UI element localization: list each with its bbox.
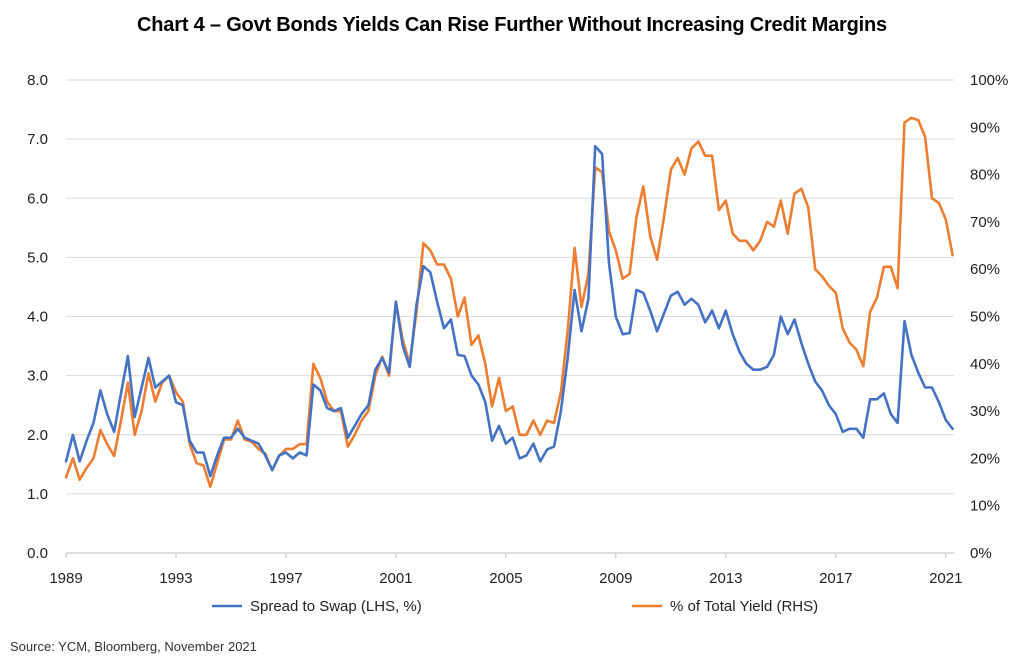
y-left-tick-label: 7.0 (27, 131, 48, 148)
x-tick-label: 2017 (819, 570, 852, 587)
y-left-tick-label: 2.0 (27, 427, 48, 444)
legend-label: % of Total Yield (RHS) (670, 598, 818, 615)
y-right-tick-label: 30% (970, 403, 1000, 420)
y-right-tick-label: 80% (970, 167, 1000, 184)
source-note: Source: YCM, Bloomberg, November 2021 (10, 639, 257, 654)
y-right-tick-label: 50% (970, 309, 1000, 326)
y-right-tick-label: 0% (970, 545, 992, 562)
y-left-tick-label: 3.0 (27, 368, 48, 385)
y-left-tick-label: 8.0 (27, 72, 48, 89)
series-line-spread-to-swap (64, 144, 954, 478)
x-tick-label: 2005 (489, 570, 522, 587)
x-tick-label: 1997 (269, 570, 302, 587)
y-right-tick-label: 90% (970, 119, 1000, 136)
y-right-tick-label: 40% (970, 356, 1000, 373)
y-left-tick-label: 1.0 (27, 486, 48, 503)
y-right-tick-label: 100% (970, 72, 1008, 89)
x-tick-label: 2013 (709, 570, 742, 587)
x-tick-label: 1993 (159, 570, 192, 587)
y-right-tick-label: 60% (970, 261, 1000, 278)
y-right-tick-label: 70% (970, 214, 1000, 231)
x-tick-label: 2021 (929, 570, 962, 587)
chart-title: Chart 4 – Govt Bonds Yields Can Rise Fur… (137, 14, 887, 36)
x-tick-label: 2001 (379, 570, 412, 587)
y-right-tick-label: 10% (970, 498, 1000, 515)
legend-label: Spread to Swap (LHS, %) (250, 598, 422, 615)
y-left-tick-label: 4.0 (27, 309, 48, 326)
y-right-tick-label: 20% (970, 450, 1000, 467)
series-line-pct-total-yield (64, 116, 954, 489)
y-left-tick-label: 6.0 (27, 190, 48, 207)
y-left-tick-label: 0.0 (27, 545, 48, 562)
x-tick-label: 1989 (49, 570, 82, 587)
y-left-tick-label: 5.0 (27, 249, 48, 266)
x-tick-label: 2009 (599, 570, 632, 587)
